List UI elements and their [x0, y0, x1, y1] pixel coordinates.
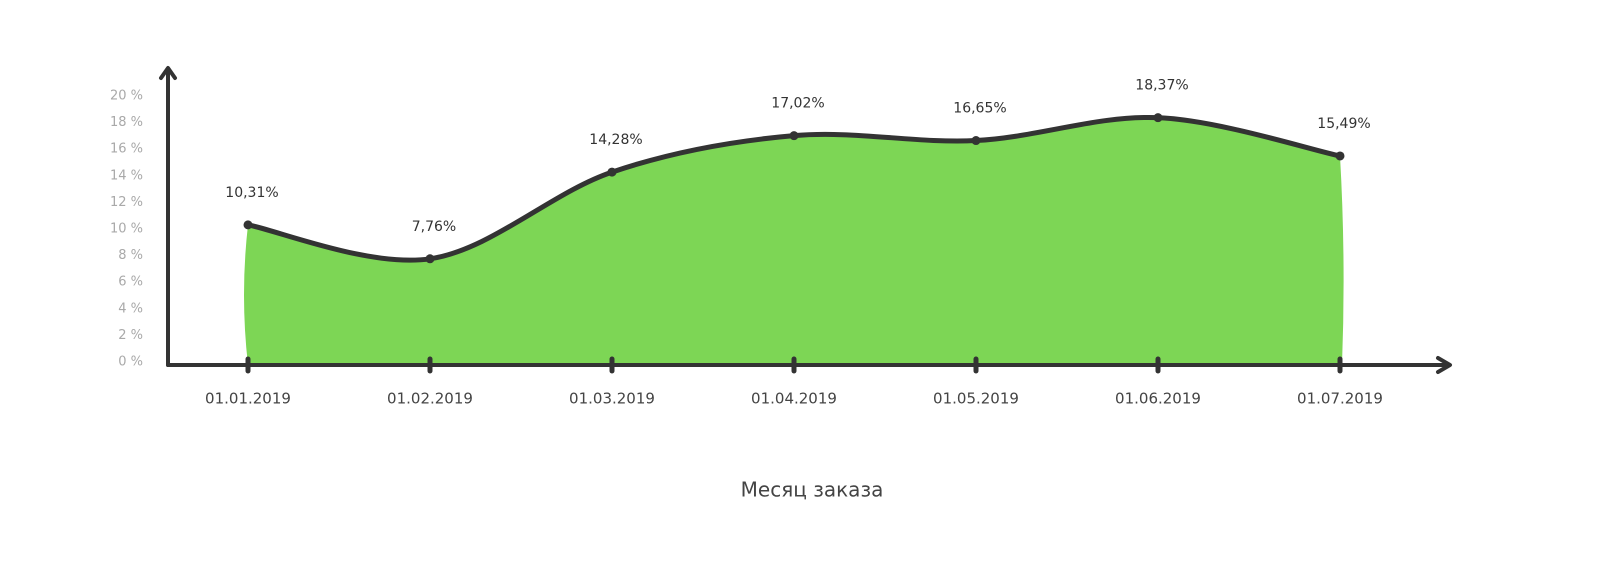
value-label: 7,76% — [412, 219, 456, 235]
x-tick-label: 01.07.2019 — [1297, 390, 1383, 408]
y-tick-label: 2 % — [118, 328, 143, 343]
point — [789, 131, 799, 141]
value-label: 18,37% — [1135, 78, 1188, 94]
point — [607, 167, 617, 177]
y-tick-label: 18 % — [110, 115, 143, 130]
x-tick-label: 01.01.2019 — [205, 390, 291, 408]
y-tick-label: 14 % — [110, 168, 143, 183]
x-tick-label: 01.06.2019 — [1115, 390, 1201, 408]
value-label: 16,65% — [953, 101, 1006, 117]
x-tick-label: 01.02.2019 — [387, 390, 473, 408]
x-tick-label: 01.03.2019 — [569, 390, 655, 408]
y-tick-label: 16 % — [110, 142, 143, 157]
plot-area — [244, 114, 1344, 365]
value-label: 10,31% — [225, 185, 278, 201]
y-axis — [159, 66, 177, 367]
x-axis-title: Месяц заказа — [741, 478, 884, 502]
y-tick-label: 10 % — [110, 222, 143, 237]
point — [1335, 151, 1345, 161]
x-tick-label: 01.05.2019 — [933, 390, 1019, 408]
area — [244, 117, 1344, 365]
point — [425, 254, 435, 264]
y-tick-label: 4 % — [118, 301, 143, 316]
y-tick-label: 8 % — [118, 248, 143, 263]
y-tick-label: 12 % — [110, 195, 143, 210]
point — [1153, 113, 1163, 123]
y-tick-label: 6 % — [118, 275, 143, 290]
x-tick-label: 01.04.2019 — [751, 390, 837, 408]
y-tick-label: 0 % — [118, 355, 143, 370]
value-label: 15,49% — [1317, 116, 1370, 132]
point — [243, 220, 253, 230]
value-label: 14,28% — [589, 132, 642, 148]
value-label: 17,02% — [771, 96, 824, 112]
point — [971, 136, 981, 146]
y-tick-label: 20 % — [110, 89, 143, 104]
x-axis — [166, 356, 1452, 374]
